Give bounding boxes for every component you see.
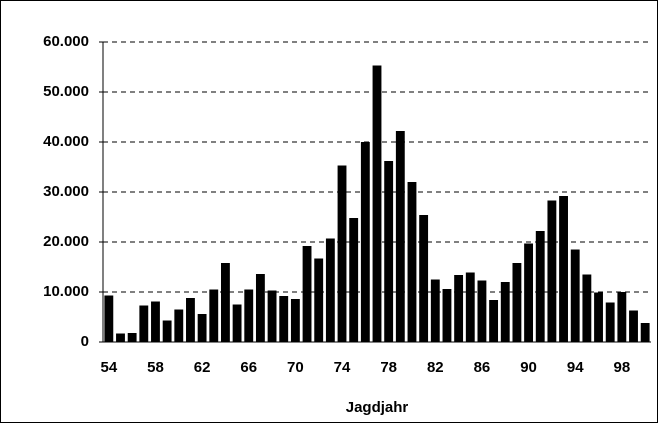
bar (384, 161, 394, 342)
bar (640, 323, 650, 342)
bar (454, 275, 464, 342)
y-tick-label: 0 (81, 333, 89, 350)
bar (162, 320, 172, 342)
bar (244, 289, 254, 342)
bar (116, 333, 125, 342)
bar (127, 333, 137, 342)
bar (570, 249, 580, 342)
y-tick-label: 40.000 (43, 133, 89, 150)
bar (314, 258, 324, 342)
bar (395, 131, 405, 342)
bar (209, 289, 219, 342)
bar (500, 282, 510, 342)
x-tick-label: 90 (520, 359, 537, 376)
bar (605, 302, 615, 342)
bar (465, 272, 475, 342)
bar (559, 196, 568, 342)
bar (220, 263, 230, 342)
x-tick-label: 82 (427, 359, 444, 376)
bar (267, 290, 277, 342)
bar (535, 231, 545, 342)
x-tick-label: 98 (614, 359, 631, 376)
y-tick-label: 60.000 (43, 33, 89, 50)
bar (629, 310, 638, 342)
bar (524, 243, 534, 342)
bar (151, 301, 160, 342)
bar (302, 246, 312, 342)
bar (232, 304, 242, 342)
x-tick-label: 94 (567, 359, 584, 376)
y-tick-label: 20.000 (43, 233, 89, 250)
bar (419, 215, 429, 342)
x-tick-label: 74 (334, 359, 351, 376)
x-tick-label: 70 (287, 359, 304, 376)
y-tick-label: 30.000 (43, 183, 89, 200)
bar (547, 200, 557, 342)
bar (325, 238, 335, 342)
bar (255, 274, 265, 342)
bar (174, 309, 184, 342)
x-tick-label: 86 (474, 359, 491, 376)
bar (617, 292, 627, 342)
bar (186, 298, 195, 342)
bar (594, 292, 603, 342)
bar (337, 165, 347, 342)
x-tick-label: 62 (194, 359, 211, 376)
bar (430, 279, 440, 342)
bar (489, 300, 499, 342)
bar (360, 142, 370, 342)
x-tick-label: 58 (147, 359, 164, 376)
bar (442, 289, 452, 342)
y-tick-label: 50.000 (43, 83, 89, 100)
bar (407, 182, 417, 342)
bar (104, 295, 114, 342)
bar (477, 280, 487, 342)
x-tick-label: 54 (100, 359, 117, 376)
bar (139, 305, 149, 342)
x-axis-title: Jagdjahr (346, 399, 409, 416)
bar (512, 263, 522, 342)
bar (279, 296, 289, 342)
bar (582, 274, 592, 342)
x-tick-label: 78 (380, 359, 397, 376)
bar (290, 299, 300, 342)
y-tick-label: 10.000 (43, 283, 89, 300)
x-tick-label: 66 (240, 359, 257, 376)
bar (197, 314, 207, 342)
bar (372, 65, 382, 342)
bar (349, 218, 359, 342)
